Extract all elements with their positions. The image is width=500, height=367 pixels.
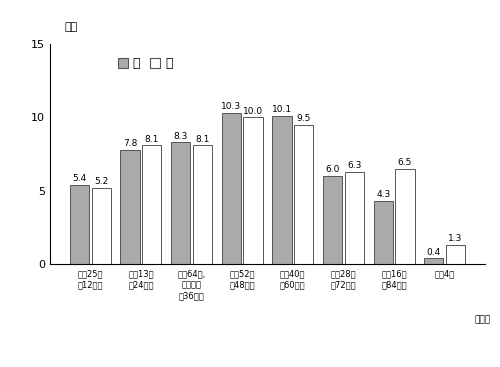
Text: 1.3: 1.3	[448, 235, 463, 243]
Bar	[323, 176, 342, 264]
Text: 出生年: 出生年	[474, 316, 490, 325]
Text: 4.3: 4.3	[376, 190, 390, 199]
Bar	[374, 201, 393, 264]
Text: 6.5: 6.5	[398, 158, 412, 167]
Bar	[120, 150, 140, 264]
Text: 7.8: 7.8	[123, 139, 137, 148]
Bar	[272, 116, 291, 264]
Bar	[294, 125, 314, 264]
Text: 6.3: 6.3	[347, 161, 362, 170]
Text: 8.3: 8.3	[174, 132, 188, 141]
Bar	[344, 172, 364, 264]
Bar	[142, 145, 162, 264]
Text: 5.2: 5.2	[94, 177, 108, 186]
Bar	[193, 145, 212, 264]
Legend: 男, 女: 男, 女	[113, 52, 178, 76]
Text: 0.4: 0.4	[426, 248, 441, 257]
Text: 6.0: 6.0	[326, 166, 340, 174]
Bar	[171, 142, 190, 264]
Text: 10.1: 10.1	[272, 105, 292, 114]
Text: 10.0: 10.0	[243, 107, 263, 116]
Bar	[70, 185, 89, 264]
Text: 10.3: 10.3	[221, 102, 242, 111]
Bar	[424, 258, 444, 264]
Bar	[92, 188, 111, 264]
Bar	[222, 113, 241, 264]
Text: 8.1: 8.1	[144, 135, 159, 143]
Text: 万人: 万人	[65, 22, 78, 32]
Bar	[244, 117, 262, 264]
Text: 9.5: 9.5	[296, 114, 311, 123]
Bar	[396, 169, 414, 264]
Bar	[446, 245, 465, 264]
Text: 5.4: 5.4	[72, 174, 86, 183]
Text: 8.1: 8.1	[195, 135, 210, 143]
